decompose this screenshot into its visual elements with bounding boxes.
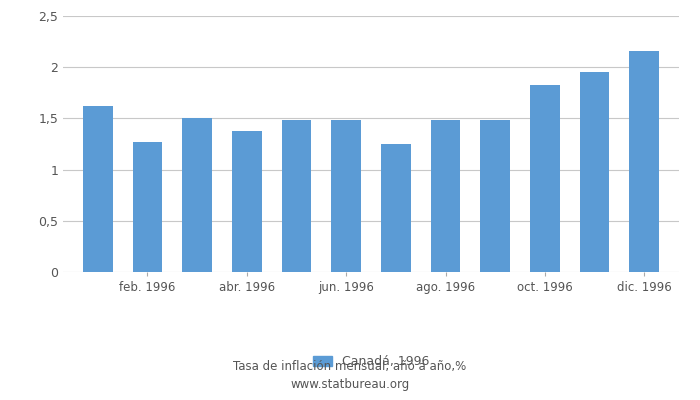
Legend: Canadá, 1996: Canadá, 1996: [308, 350, 434, 373]
Bar: [480, 120, 510, 272]
Bar: [281, 120, 312, 272]
Bar: [430, 120, 461, 272]
Bar: [580, 72, 610, 272]
Bar: [331, 120, 361, 272]
Text: Tasa de inflación mensual, año a año,%: Tasa de inflación mensual, año a año,%: [233, 360, 467, 373]
Bar: [530, 85, 560, 272]
Bar: [232, 131, 262, 272]
Bar: [182, 118, 212, 272]
Text: www.statbureau.org: www.statbureau.org: [290, 378, 410, 391]
Bar: [629, 51, 659, 272]
Bar: [381, 144, 411, 272]
Bar: [83, 106, 113, 272]
Bar: [132, 142, 162, 272]
